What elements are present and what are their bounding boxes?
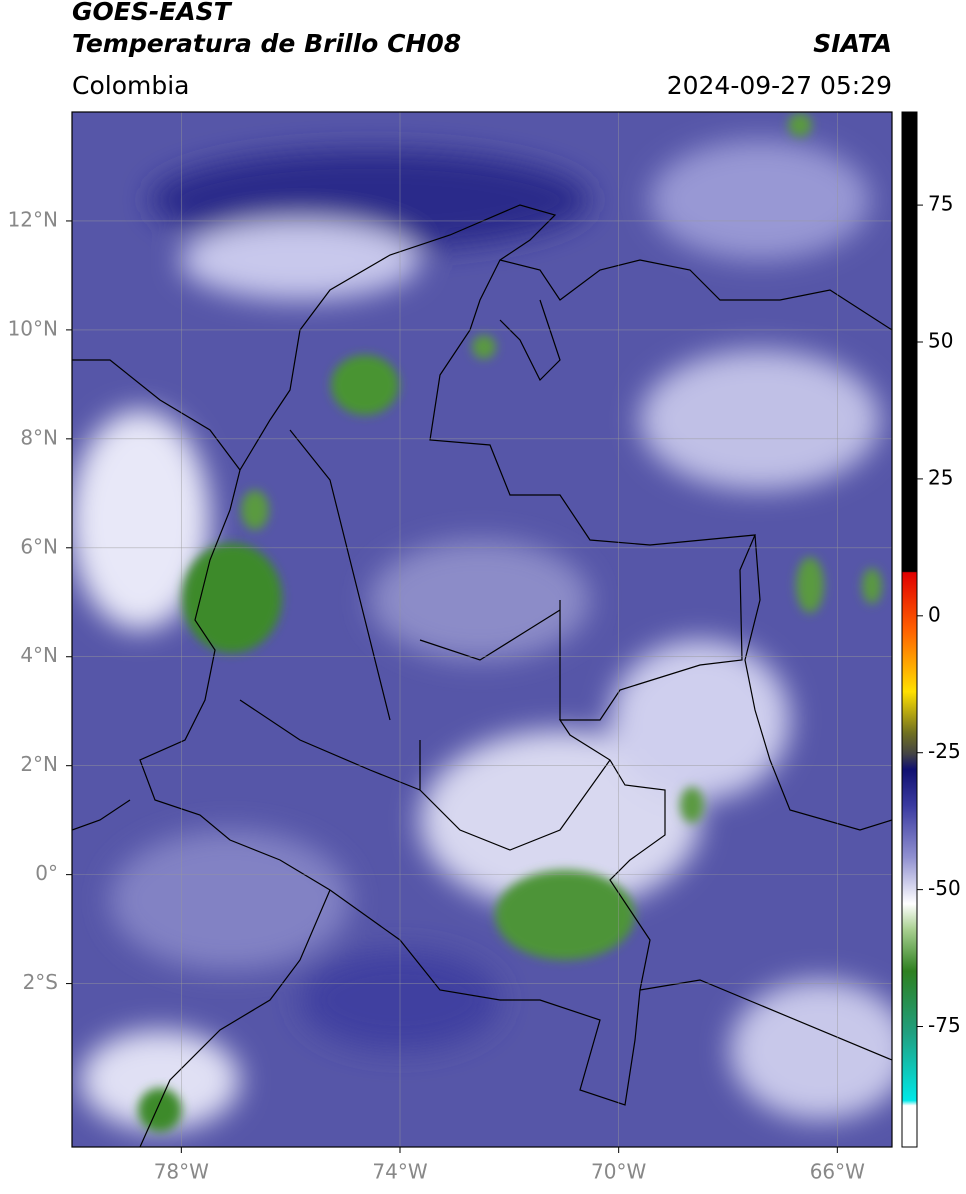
colorbar-tick-label: 25 bbox=[928, 465, 953, 489]
x-tick-label: 66°W bbox=[810, 1160, 865, 1184]
satellite-image bbox=[72, 112, 892, 1147]
colorbar-tick-label: -50 bbox=[928, 876, 961, 900]
graticule bbox=[72, 112, 892, 1147]
colorbar bbox=[901, 111, 918, 1148]
y-tick-label: 8°N bbox=[20, 425, 58, 449]
colorbar-tick-label: 75 bbox=[928, 192, 953, 216]
colorbar-tick-label: -75 bbox=[928, 1013, 961, 1037]
subtitle: Temperatura de Brillo CH08 bbox=[72, 29, 461, 58]
colorbar-tick-label: 0 bbox=[928, 602, 941, 626]
title: GOES-EAST bbox=[72, 0, 233, 26]
y-tick-label: 2°S bbox=[23, 970, 58, 994]
timestamp: 2024-09-27 05:29 bbox=[667, 71, 892, 100]
y-tick-label: 10°N bbox=[8, 316, 58, 340]
colorbar-tick-label: 50 bbox=[928, 329, 953, 353]
cloud-field bbox=[72, 140, 892, 1130]
y-tick-label: 12°N bbox=[8, 207, 58, 231]
y-tick-label: 2°N bbox=[20, 752, 58, 776]
borders bbox=[72, 204, 892, 1147]
x-tick-label: 78°W bbox=[154, 1160, 209, 1184]
map-frame bbox=[71, 111, 893, 1148]
source: SIATA bbox=[813, 29, 892, 58]
y-tick-label: 4°N bbox=[20, 643, 58, 667]
x-tick-label: 70°W bbox=[591, 1160, 646, 1184]
y-tick-label: 0° bbox=[35, 861, 58, 885]
region: Colombia bbox=[72, 71, 189, 100]
x-tick-label: 74°W bbox=[372, 1160, 427, 1184]
cold-cloud-tops bbox=[138, 113, 882, 1132]
y-tick-label: 6°N bbox=[20, 534, 58, 558]
colorbar-tick-label: -25 bbox=[928, 739, 961, 763]
